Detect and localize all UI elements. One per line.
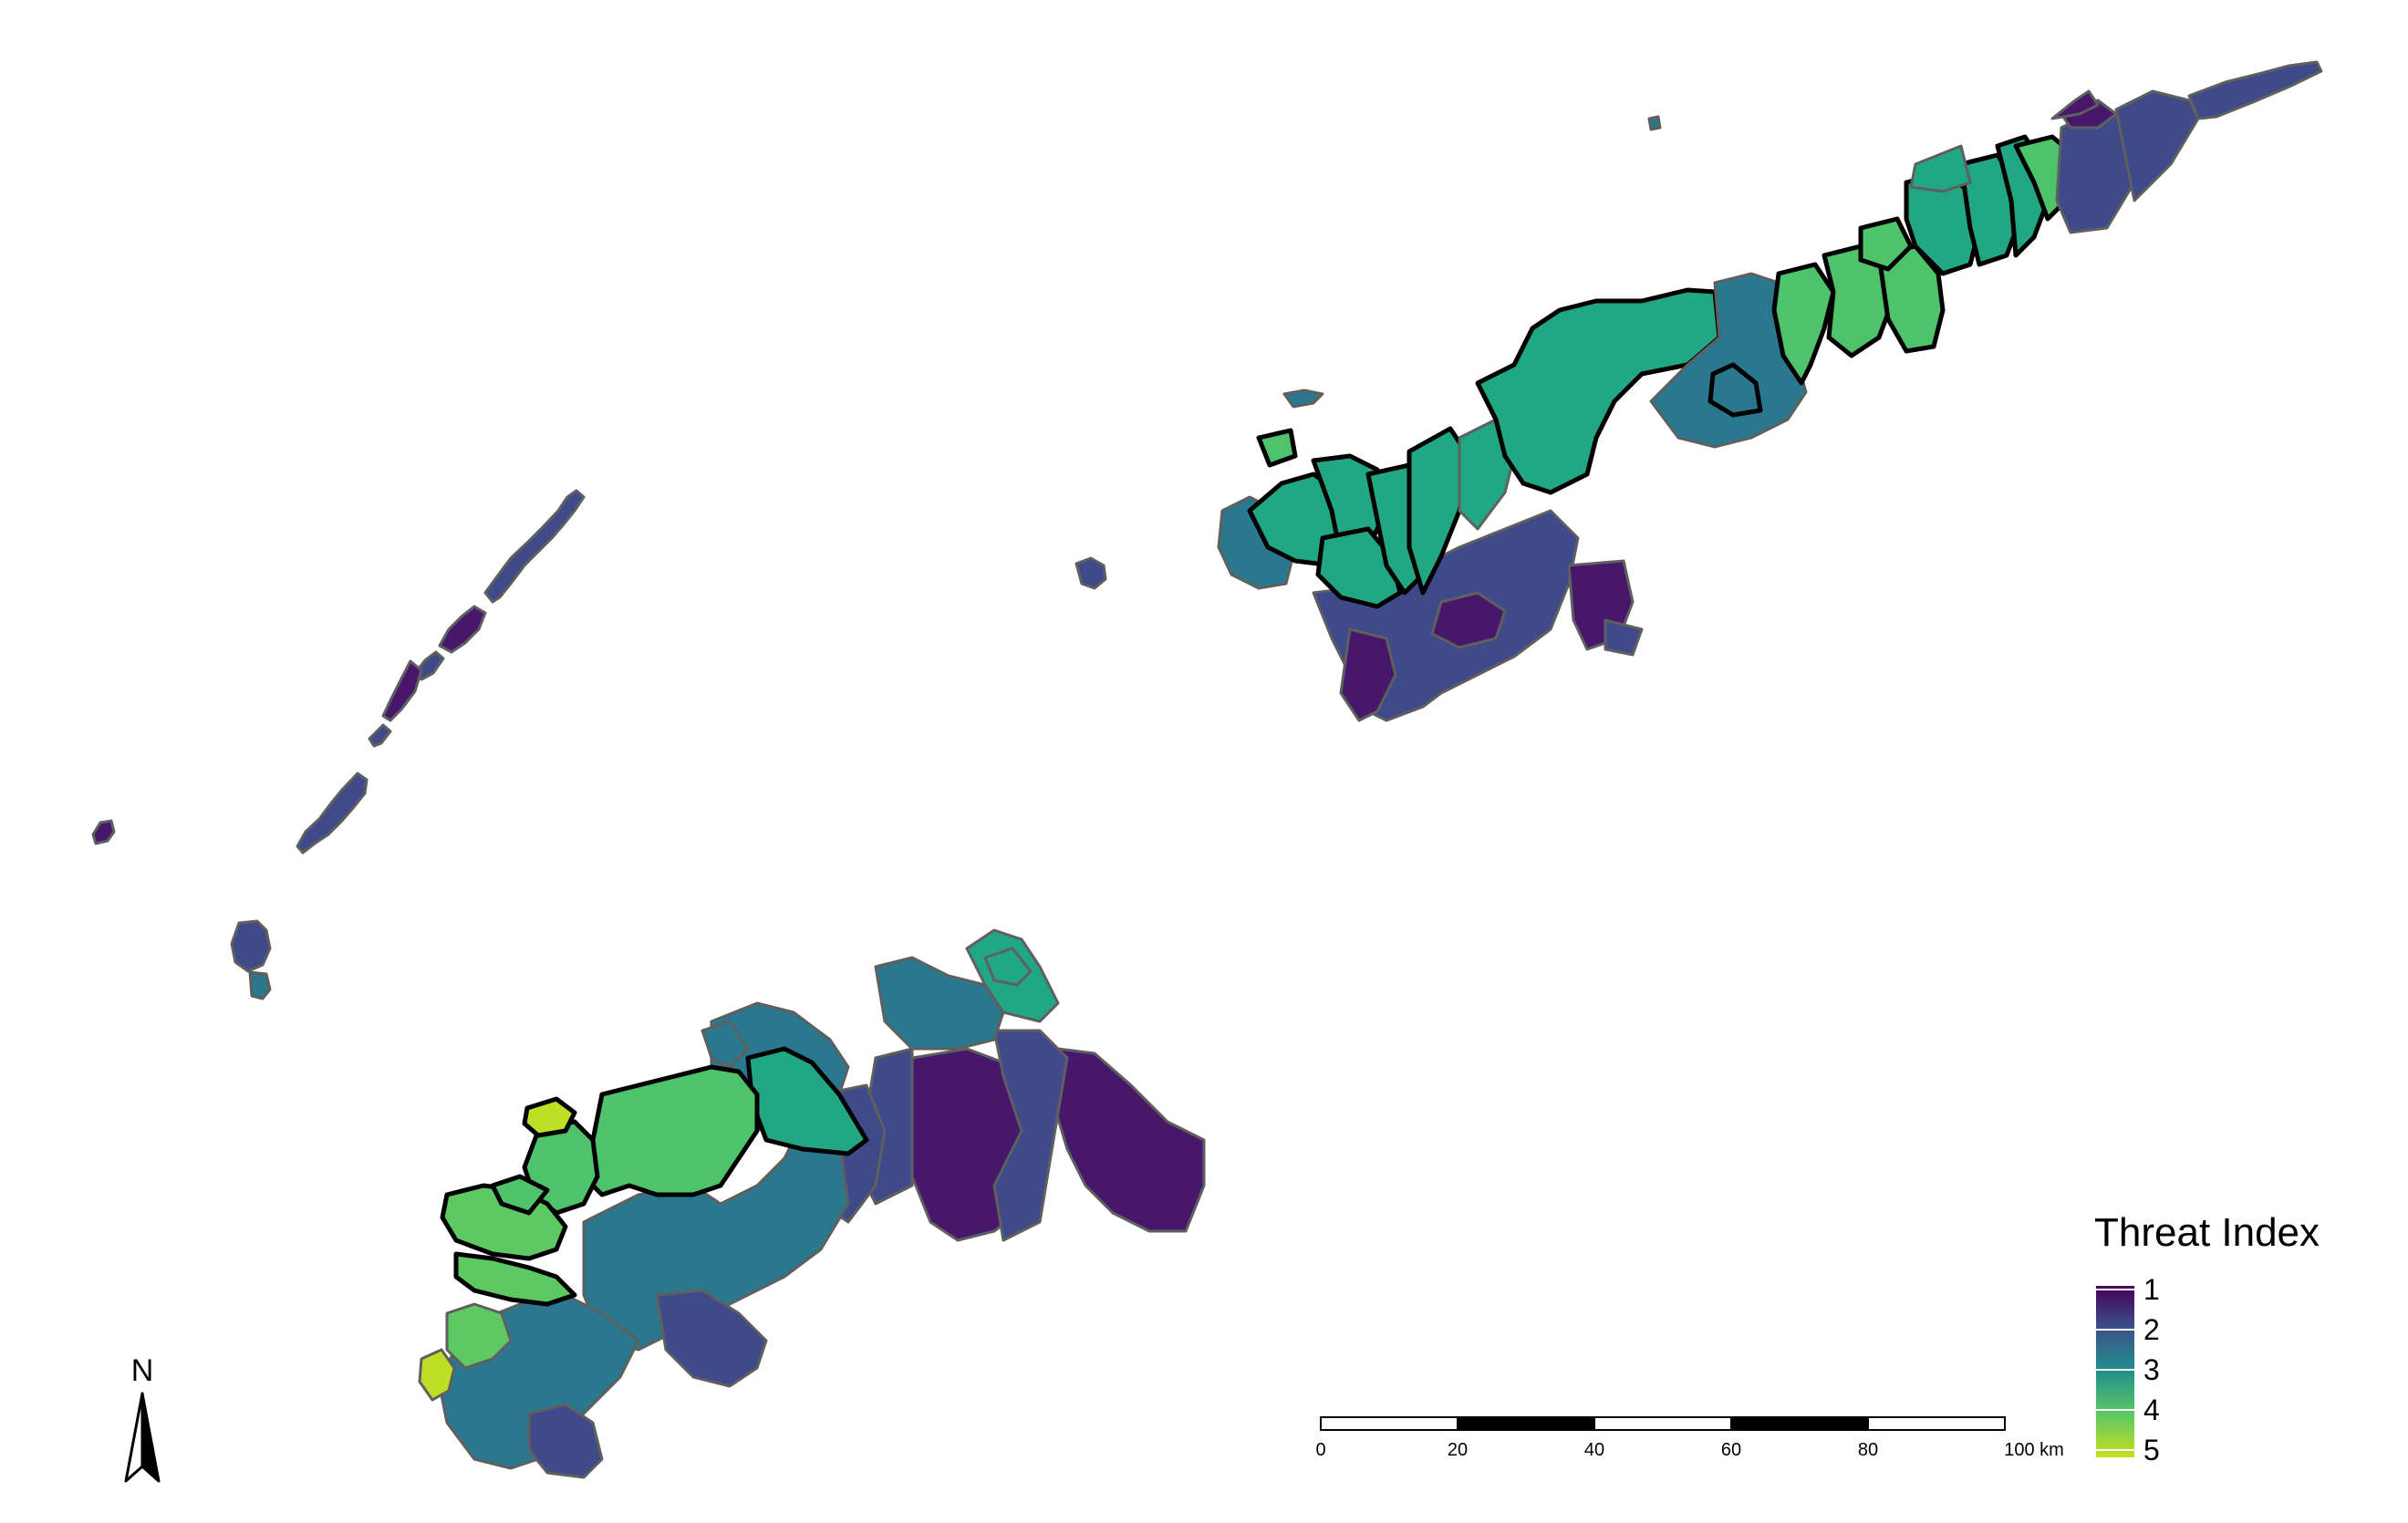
legend-label-2: 2 xyxy=(2143,1313,2160,1346)
sw-yellow-south xyxy=(418,1348,456,1402)
sw-green-main xyxy=(581,1064,760,1197)
island-tiny-west xyxy=(91,819,116,845)
sw-yellow-tip xyxy=(522,1096,577,1138)
scale-label-100: 100 km xyxy=(2004,1440,2064,1460)
island-chain-mid-3 xyxy=(381,659,423,722)
ne-tip-2 xyxy=(2114,89,2200,202)
legend-label-3: 3 xyxy=(2143,1353,2160,1386)
island-chain-north xyxy=(483,489,586,604)
sw-green-west-3 xyxy=(453,1251,577,1307)
ne-west-5 xyxy=(1406,426,1471,596)
scale-segment-1 xyxy=(1320,1416,1458,1431)
ne-west-6 xyxy=(1256,428,1298,468)
ne-south-b xyxy=(1430,591,1507,649)
sw-blue-southcentral xyxy=(655,1289,768,1388)
scale-segment-4 xyxy=(1730,1416,1869,1431)
southwest-landmass xyxy=(418,928,1206,1479)
scale-label-20: 20 xyxy=(1448,1440,1468,1460)
island-small-north xyxy=(1282,389,1324,409)
scale-label-60: 60 xyxy=(1721,1440,1741,1460)
legend: Threat Index 1 2 3 4 5 xyxy=(2094,1210,2320,1466)
island-chain-mid-1 xyxy=(438,605,487,654)
ne-west-3 xyxy=(1315,526,1403,609)
sw-east-purple-2 xyxy=(1052,1047,1206,1233)
ne-tip-4 xyxy=(2187,60,2323,120)
sw-east-blue-1 xyxy=(992,1029,1069,1242)
scale-segment-5 xyxy=(1867,1416,2006,1431)
legend-colorbar xyxy=(2096,1286,2134,1457)
north-arrow: N xyxy=(124,1353,161,1483)
north-label: N xyxy=(131,1353,154,1388)
sw-blue-south xyxy=(527,1403,604,1479)
scale-segment-2 xyxy=(1457,1416,1595,1431)
ne-east-8 xyxy=(1858,216,1914,272)
scale-label-0: 0 xyxy=(1315,1440,1325,1460)
ne-central-teal-lake xyxy=(1707,362,1763,418)
sw-green-west-4 xyxy=(490,1174,550,1216)
ne-tip-5 xyxy=(2050,89,2100,120)
scale-bar: 0 20 40 60 80 100 km xyxy=(1315,1416,2064,1460)
ne-south-e xyxy=(1604,618,1644,657)
legend-title: Threat Index xyxy=(2094,1210,2320,1255)
island-chain-mid-4 xyxy=(368,723,392,748)
north-arrow-icon xyxy=(124,1392,161,1483)
sw-teal-main xyxy=(582,1093,850,1352)
scale-label-40: 40 xyxy=(1584,1440,1604,1460)
legend-label-5: 5 xyxy=(2143,1434,2160,1466)
scale-label-80: 80 xyxy=(1858,1440,1878,1460)
island-southwest-north xyxy=(230,919,272,973)
island-southwest-south xyxy=(248,970,272,1000)
sw-teal-ne-tip xyxy=(983,947,1033,987)
ne-east-1 xyxy=(1771,262,1836,386)
ne-south-c xyxy=(1339,627,1397,722)
sw-green-southwest xyxy=(445,1302,513,1370)
western-island-chain xyxy=(91,115,1662,1000)
island-chain-south xyxy=(296,772,368,855)
ne-east-fringe xyxy=(1909,144,1972,193)
sw-teal-north-2 xyxy=(874,956,1005,1051)
northeast-landmass xyxy=(1217,60,2323,722)
island-tiny-center xyxy=(1074,556,1107,590)
legend-label-4: 4 xyxy=(2143,1393,2160,1426)
sw-teal-fringe xyxy=(701,1020,750,1069)
islet-north xyxy=(1647,115,1662,131)
legend-label-1: 1 xyxy=(2143,1273,2160,1306)
scale-segment-3 xyxy=(1593,1416,1732,1431)
